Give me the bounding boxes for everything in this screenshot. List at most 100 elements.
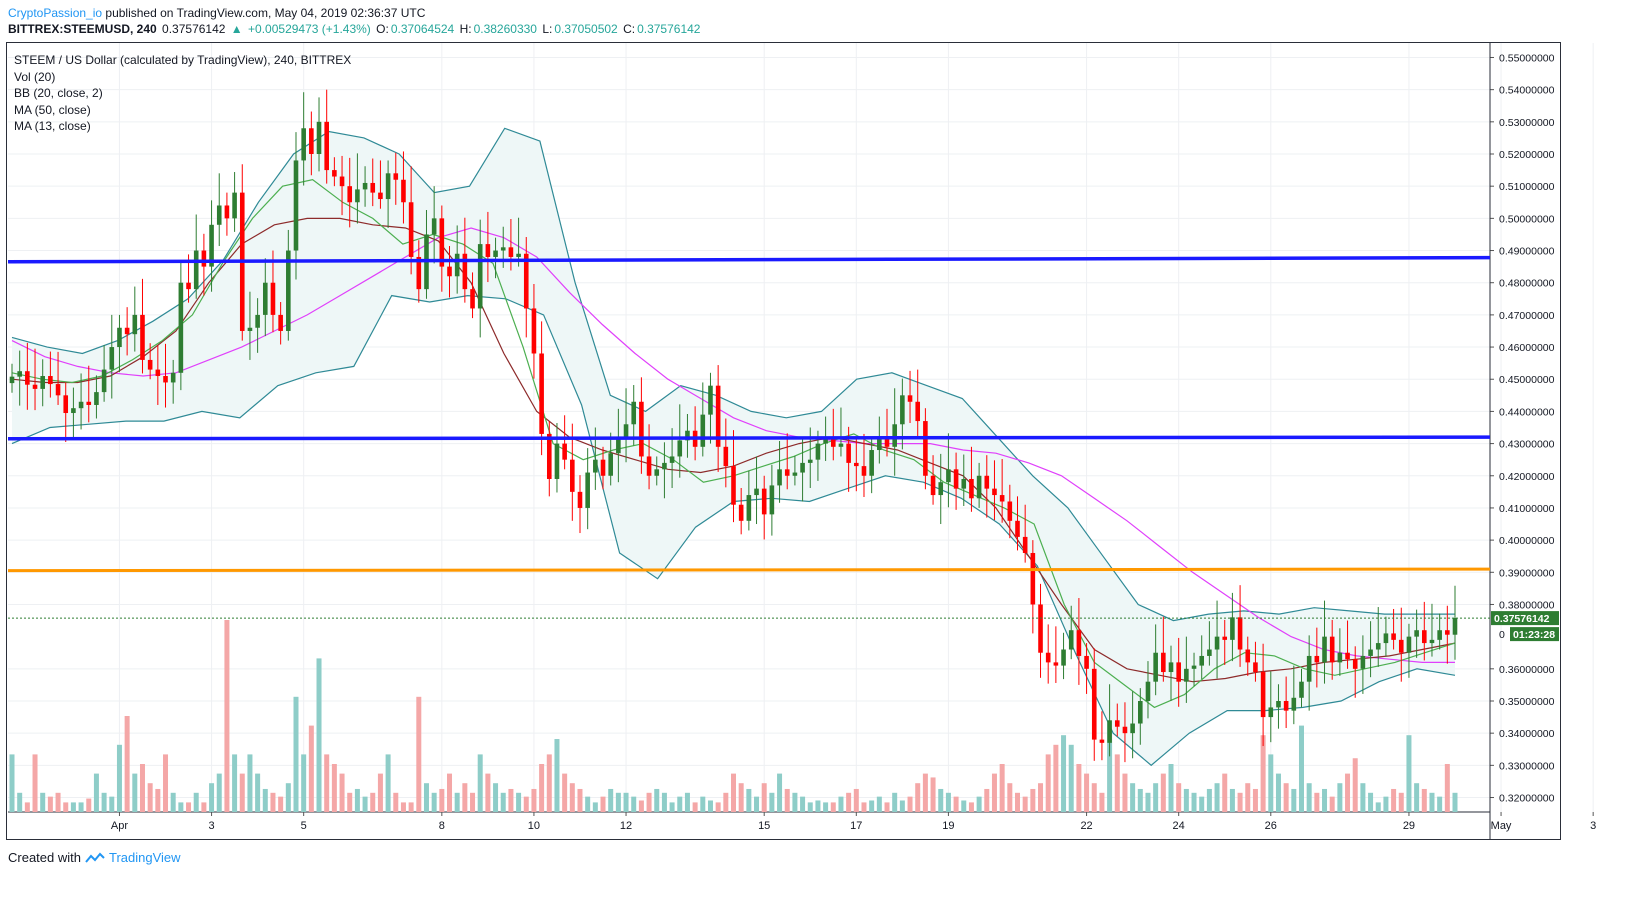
candle-body — [1038, 604, 1043, 653]
candle-body — [969, 478, 974, 499]
volume-bar — [1022, 796, 1028, 812]
volume-bar — [569, 783, 575, 812]
candle-body — [447, 266, 452, 277]
volume-bar — [1014, 792, 1020, 812]
volume-bar — [485, 773, 491, 812]
volume-bar — [447, 773, 453, 812]
candle-body — [1329, 636, 1335, 663]
candle-body — [562, 443, 567, 460]
price-change: +0.00529473 (+1.43%) — [248, 22, 371, 36]
candle-body — [669, 456, 675, 463]
volume-bar — [677, 796, 683, 812]
candle-body — [907, 395, 913, 402]
volume-bar — [339, 773, 345, 812]
candle-body — [1237, 617, 1243, 650]
volume-bar — [70, 802, 76, 812]
volume-bar — [1245, 783, 1251, 812]
volume-bar — [777, 773, 783, 812]
volume-bar — [178, 802, 184, 812]
candle-body — [1107, 720, 1112, 743]
volume-bar — [838, 796, 844, 812]
volume-bar — [1298, 725, 1304, 812]
candle-body — [1153, 652, 1158, 682]
legend-item-ma13[interactable]: MA (13, close) — [14, 119, 91, 133]
candle-body — [792, 472, 798, 476]
candle-body — [854, 462, 859, 467]
candle-body — [293, 160, 299, 251]
y-tick-label: 0.36000000 — [1499, 664, 1555, 676]
volume-bar — [1038, 783, 1044, 812]
volume-bar — [892, 792, 898, 812]
candle-body — [946, 469, 951, 483]
volume-bar — [9, 754, 15, 812]
volume-bar — [546, 754, 552, 812]
volume-bar — [1007, 783, 1013, 812]
volume-bar — [976, 796, 982, 812]
candle-body — [170, 372, 176, 383]
volume-bar — [1061, 735, 1067, 812]
y-tick-label: 0.33000000 — [1499, 760, 1555, 772]
volume-bar — [769, 792, 775, 812]
candle-body — [869, 450, 874, 476]
x-tick-label: 10 — [528, 820, 540, 832]
candle-body — [378, 192, 383, 200]
candle-body — [761, 488, 767, 515]
volume-bar — [454, 792, 460, 812]
volume-bar — [1414, 783, 1420, 812]
volume-bar — [1168, 764, 1174, 812]
volume-bar — [715, 802, 721, 812]
volume-bar — [1045, 754, 1051, 812]
volume-bar — [961, 800, 967, 812]
candle-body — [454, 253, 460, 277]
volume-bar — [945, 792, 951, 812]
legend-item-ma50[interactable]: MA (50, close) — [14, 102, 91, 117]
volume-bar — [1452, 792, 1458, 812]
candle-body — [846, 443, 851, 463]
candle-body — [1398, 639, 1404, 653]
legend-item-bb[interactable]: BB (20, close, 2) — [14, 86, 103, 100]
candle-body — [316, 121, 322, 155]
volume-bar — [1352, 758, 1358, 812]
volume-bar — [930, 777, 936, 812]
volume-bar — [1283, 783, 1289, 812]
legend-item-volume[interactable]: Vol (20) — [14, 69, 56, 84]
candle-body — [508, 247, 514, 257]
volume-bar — [516, 792, 522, 812]
volume-bar — [1268, 754, 1274, 812]
volume-bar — [1076, 764, 1082, 812]
candle-body — [201, 250, 207, 267]
candle-body — [531, 308, 537, 354]
partial-tick-label: 0 — [1499, 629, 1505, 641]
candle-body — [976, 475, 982, 499]
volume-bar — [1229, 788, 1235, 812]
candle-body — [823, 437, 828, 444]
volume-bar — [1406, 735, 1412, 812]
volume-bar — [101, 792, 107, 812]
y-tick-label: 0.52000000 — [1499, 149, 1555, 161]
volume-bar — [470, 792, 476, 812]
publisher-link[interactable]: CryptoPassion_io — [8, 6, 103, 20]
candle-body — [163, 376, 168, 383]
volume-bar — [262, 788, 268, 812]
candle-body — [731, 466, 736, 505]
candle-body — [1030, 552, 1036, 605]
volume-bar — [723, 792, 729, 812]
candle-body — [807, 459, 813, 463]
candle-body — [9, 376, 15, 384]
countdown-tag-label: 01:23:28 — [1513, 629, 1555, 641]
y-tick-label: 0.45000000 — [1499, 374, 1555, 386]
candle-body — [370, 182, 376, 193]
candle-body — [347, 186, 353, 203]
x-tick-label: 26 — [1265, 820, 1277, 832]
volume-bar — [439, 788, 445, 812]
candle-body — [1429, 639, 1435, 644]
symbol-label: BITTREX:STEEMUSD, 240 — [8, 22, 157, 36]
y-tick-label: 0.35000000 — [1499, 696, 1555, 708]
volume-bar — [116, 744, 122, 812]
y-tick-label: 0.49000000 — [1499, 246, 1555, 258]
tradingview-link[interactable]: TradingView — [108, 850, 181, 865]
volume-bar — [109, 796, 115, 812]
volume-bar — [55, 792, 61, 812]
last-price-tag — [1491, 611, 1559, 626]
